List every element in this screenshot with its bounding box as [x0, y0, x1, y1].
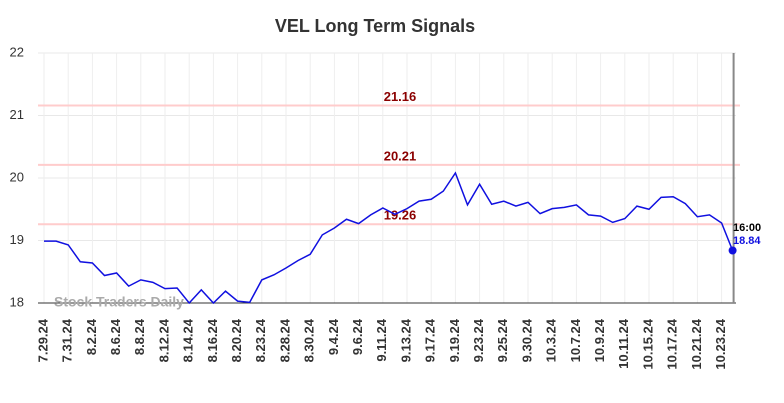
last-point	[728, 246, 737, 255]
x-tick-label: 9.4.24	[326, 318, 341, 355]
x-tick-label: 10.15.24	[640, 318, 655, 369]
price-line	[44, 171, 734, 305]
x-tick-label: 9.30.24	[519, 318, 534, 362]
x-tick-label: 8.6.24	[108, 318, 123, 355]
x-tick-label: 9.11.24	[374, 318, 389, 361]
x-tick-label: 8.14.24	[181, 318, 196, 362]
x-tick-label: 9.23.24	[471, 318, 486, 362]
x-tick-label: 9.13.24	[398, 318, 413, 362]
x-tick-label: 7.29.24	[35, 318, 50, 362]
last-value: 18.84	[733, 235, 761, 247]
signal-label: 19.26	[384, 208, 417, 223]
x-tick-label: 8.23.24	[253, 318, 268, 362]
x-tick-label: 10.21.24	[689, 318, 704, 369]
y-tick-label: 19	[10, 232, 24, 247]
x-tick-label: 8.8.24	[132, 318, 147, 355]
y-tick-label: 18	[10, 294, 24, 309]
last-time: 16:00	[733, 222, 761, 234]
x-tick-label: 10.7.24	[568, 318, 583, 362]
signal-label: 21.16	[384, 89, 417, 104]
y-tick-label: 20	[10, 169, 24, 184]
x-tick-label: 8.16.24	[205, 318, 220, 362]
x-tick-label: 8.30.24	[302, 318, 317, 362]
chart-title: VEL Long Term Signals	[275, 16, 475, 36]
watermark: Stock Traders Daily	[54, 294, 184, 310]
signal-label: 20.21	[384, 148, 417, 163]
x-tick-label: 8.20.24	[229, 318, 244, 362]
x-tick-label: 9.19.24	[447, 318, 462, 362]
x-tick-label: 7.31.24	[60, 318, 75, 362]
x-tick-label: 8.2.24	[84, 318, 99, 355]
x-tick-label: 8.28.24	[277, 318, 292, 362]
x-tick-label: 10.23.24	[713, 318, 728, 369]
x-tick-label: 9.25.24	[495, 318, 510, 362]
x-tick-label: 9.6.24	[350, 318, 365, 355]
x-tick-label: 10.11.24	[616, 318, 631, 369]
y-tick-label: 22	[10, 44, 24, 59]
x-tick-label: 9.17.24	[423, 318, 438, 362]
y-tick-label: 21	[10, 107, 24, 122]
x-tick-label: 8.12.24	[156, 318, 171, 362]
x-tick-label: 10.3.24	[544, 318, 559, 362]
x-tick-label: 10.17.24	[665, 318, 680, 369]
x-tick-label: 10.9.24	[592, 318, 607, 362]
